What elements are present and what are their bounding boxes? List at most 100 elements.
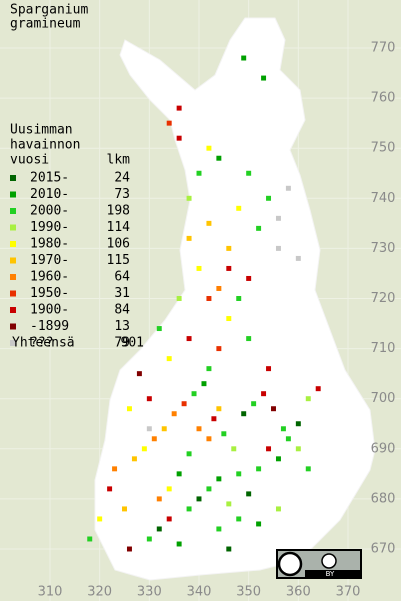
legend-total: 901 <box>121 336 144 351</box>
observation-square <box>156 526 162 532</box>
observation-square <box>241 55 247 61</box>
observation-square <box>186 336 192 342</box>
legend-count: 13 <box>114 319 130 334</box>
observation-square <box>305 466 311 472</box>
legend-label: 1900- <box>30 303 69 318</box>
observation-square <box>201 381 207 387</box>
y-tick-label: 730 <box>371 241 396 256</box>
observation-square <box>275 215 281 221</box>
by-text: BY <box>326 570 335 578</box>
observation-square <box>166 516 172 522</box>
observation-square <box>171 411 177 417</box>
legend-count: 79 <box>114 336 130 351</box>
observation-square <box>246 170 252 176</box>
observation-square <box>141 446 147 452</box>
observation-square <box>285 436 291 442</box>
observation-square <box>191 391 197 397</box>
observation-square <box>226 501 232 507</box>
y-tick-label: 670 <box>371 542 396 557</box>
observation-square <box>206 436 212 442</box>
legend: 2015- 24 2010- 73 2000- 198 1990- 114 1980- 106 19… <box>10 171 130 351</box>
observation-square <box>206 296 212 301</box>
observation-square <box>122 506 127 512</box>
x-tick-label: 330 <box>137 585 162 600</box>
observation-square <box>126 546 132 552</box>
observation-square <box>256 521 262 527</box>
legend-swatch <box>10 241 16 247</box>
observation-square <box>176 296 182 301</box>
observation-square <box>112 466 118 472</box>
observation-square <box>295 446 301 452</box>
y-tick-label: 700 <box>371 391 396 406</box>
observation-square <box>285 185 291 191</box>
badge-strip <box>305 570 360 577</box>
observation-square <box>176 541 182 547</box>
observation-square <box>305 396 311 402</box>
legend-swatch <box>10 175 16 181</box>
finland-outline <box>94 17 376 581</box>
legend-swatch <box>10 340 16 346</box>
observation-square <box>216 155 222 161</box>
y-tick-label: 720 <box>371 291 396 306</box>
observation-square <box>266 195 272 201</box>
observation-square <box>315 386 321 392</box>
legend-label: ??? <box>30 336 53 351</box>
observation-square <box>206 145 212 151</box>
x-tick-label: 360 <box>286 585 311 600</box>
observation-square <box>236 471 242 477</box>
observation-square <box>186 235 192 241</box>
legend-header: vuosi <box>10 153 49 168</box>
observation-square <box>176 105 182 111</box>
x-tick-label: 370 <box>336 585 361 600</box>
observation-square <box>196 426 202 432</box>
legend-label: -1899 <box>30 319 69 334</box>
legend-swatch <box>10 274 16 280</box>
observation-square <box>246 336 252 342</box>
y-tick-label: 680 <box>371 491 396 506</box>
observation-square <box>275 456 281 462</box>
legend-count: 24 <box>114 171 130 186</box>
cc-icon <box>277 551 303 577</box>
legend-count: 106 <box>107 237 130 252</box>
observation-square <box>97 516 103 522</box>
y-tick-label: 690 <box>371 441 396 456</box>
by-icon <box>321 553 337 569</box>
observation-square <box>221 431 227 437</box>
observation-square <box>275 245 281 251</box>
legend-count: 31 <box>114 286 130 301</box>
observation-square <box>146 426 152 432</box>
observation-square <box>261 75 267 81</box>
observation-square <box>236 516 242 522</box>
observation-square <box>126 406 132 412</box>
observation-square <box>226 245 232 251</box>
observation-square <box>156 326 162 332</box>
legend-count: 73 <box>114 187 130 202</box>
axis-labels: 310 320 330 340 350 360 370 670 680 690 700 710 720 7… <box>38 41 396 600</box>
x-tick-label: 310 <box>38 585 63 600</box>
observation-square <box>226 265 232 271</box>
legend-swatch <box>10 323 16 330</box>
observation-square <box>241 411 247 417</box>
observations <box>87 55 321 552</box>
observation-square <box>151 436 157 442</box>
observation-square <box>256 466 262 472</box>
observation-square <box>216 406 222 412</box>
observation-square <box>246 491 252 497</box>
legend-header: Uusimman <box>10 123 73 138</box>
legend-swatch <box>10 191 16 198</box>
x-tick-label: 350 <box>236 585 261 600</box>
observation-square <box>196 265 202 271</box>
observation-square <box>176 135 182 141</box>
legend-label: 2000- <box>30 204 69 219</box>
observation-square <box>256 225 262 231</box>
legend-label: 1980- <box>30 237 69 252</box>
title-line: gramineum <box>10 17 81 32</box>
observation-square <box>161 426 167 432</box>
y-tick-label: 750 <box>371 141 396 156</box>
legend-count: 115 <box>107 253 130 268</box>
legend-swatch <box>10 224 16 231</box>
legend-swatch <box>10 208 16 214</box>
observation-square <box>107 486 113 492</box>
observation-square <box>206 220 212 226</box>
legend-label: 1950- <box>30 286 69 301</box>
